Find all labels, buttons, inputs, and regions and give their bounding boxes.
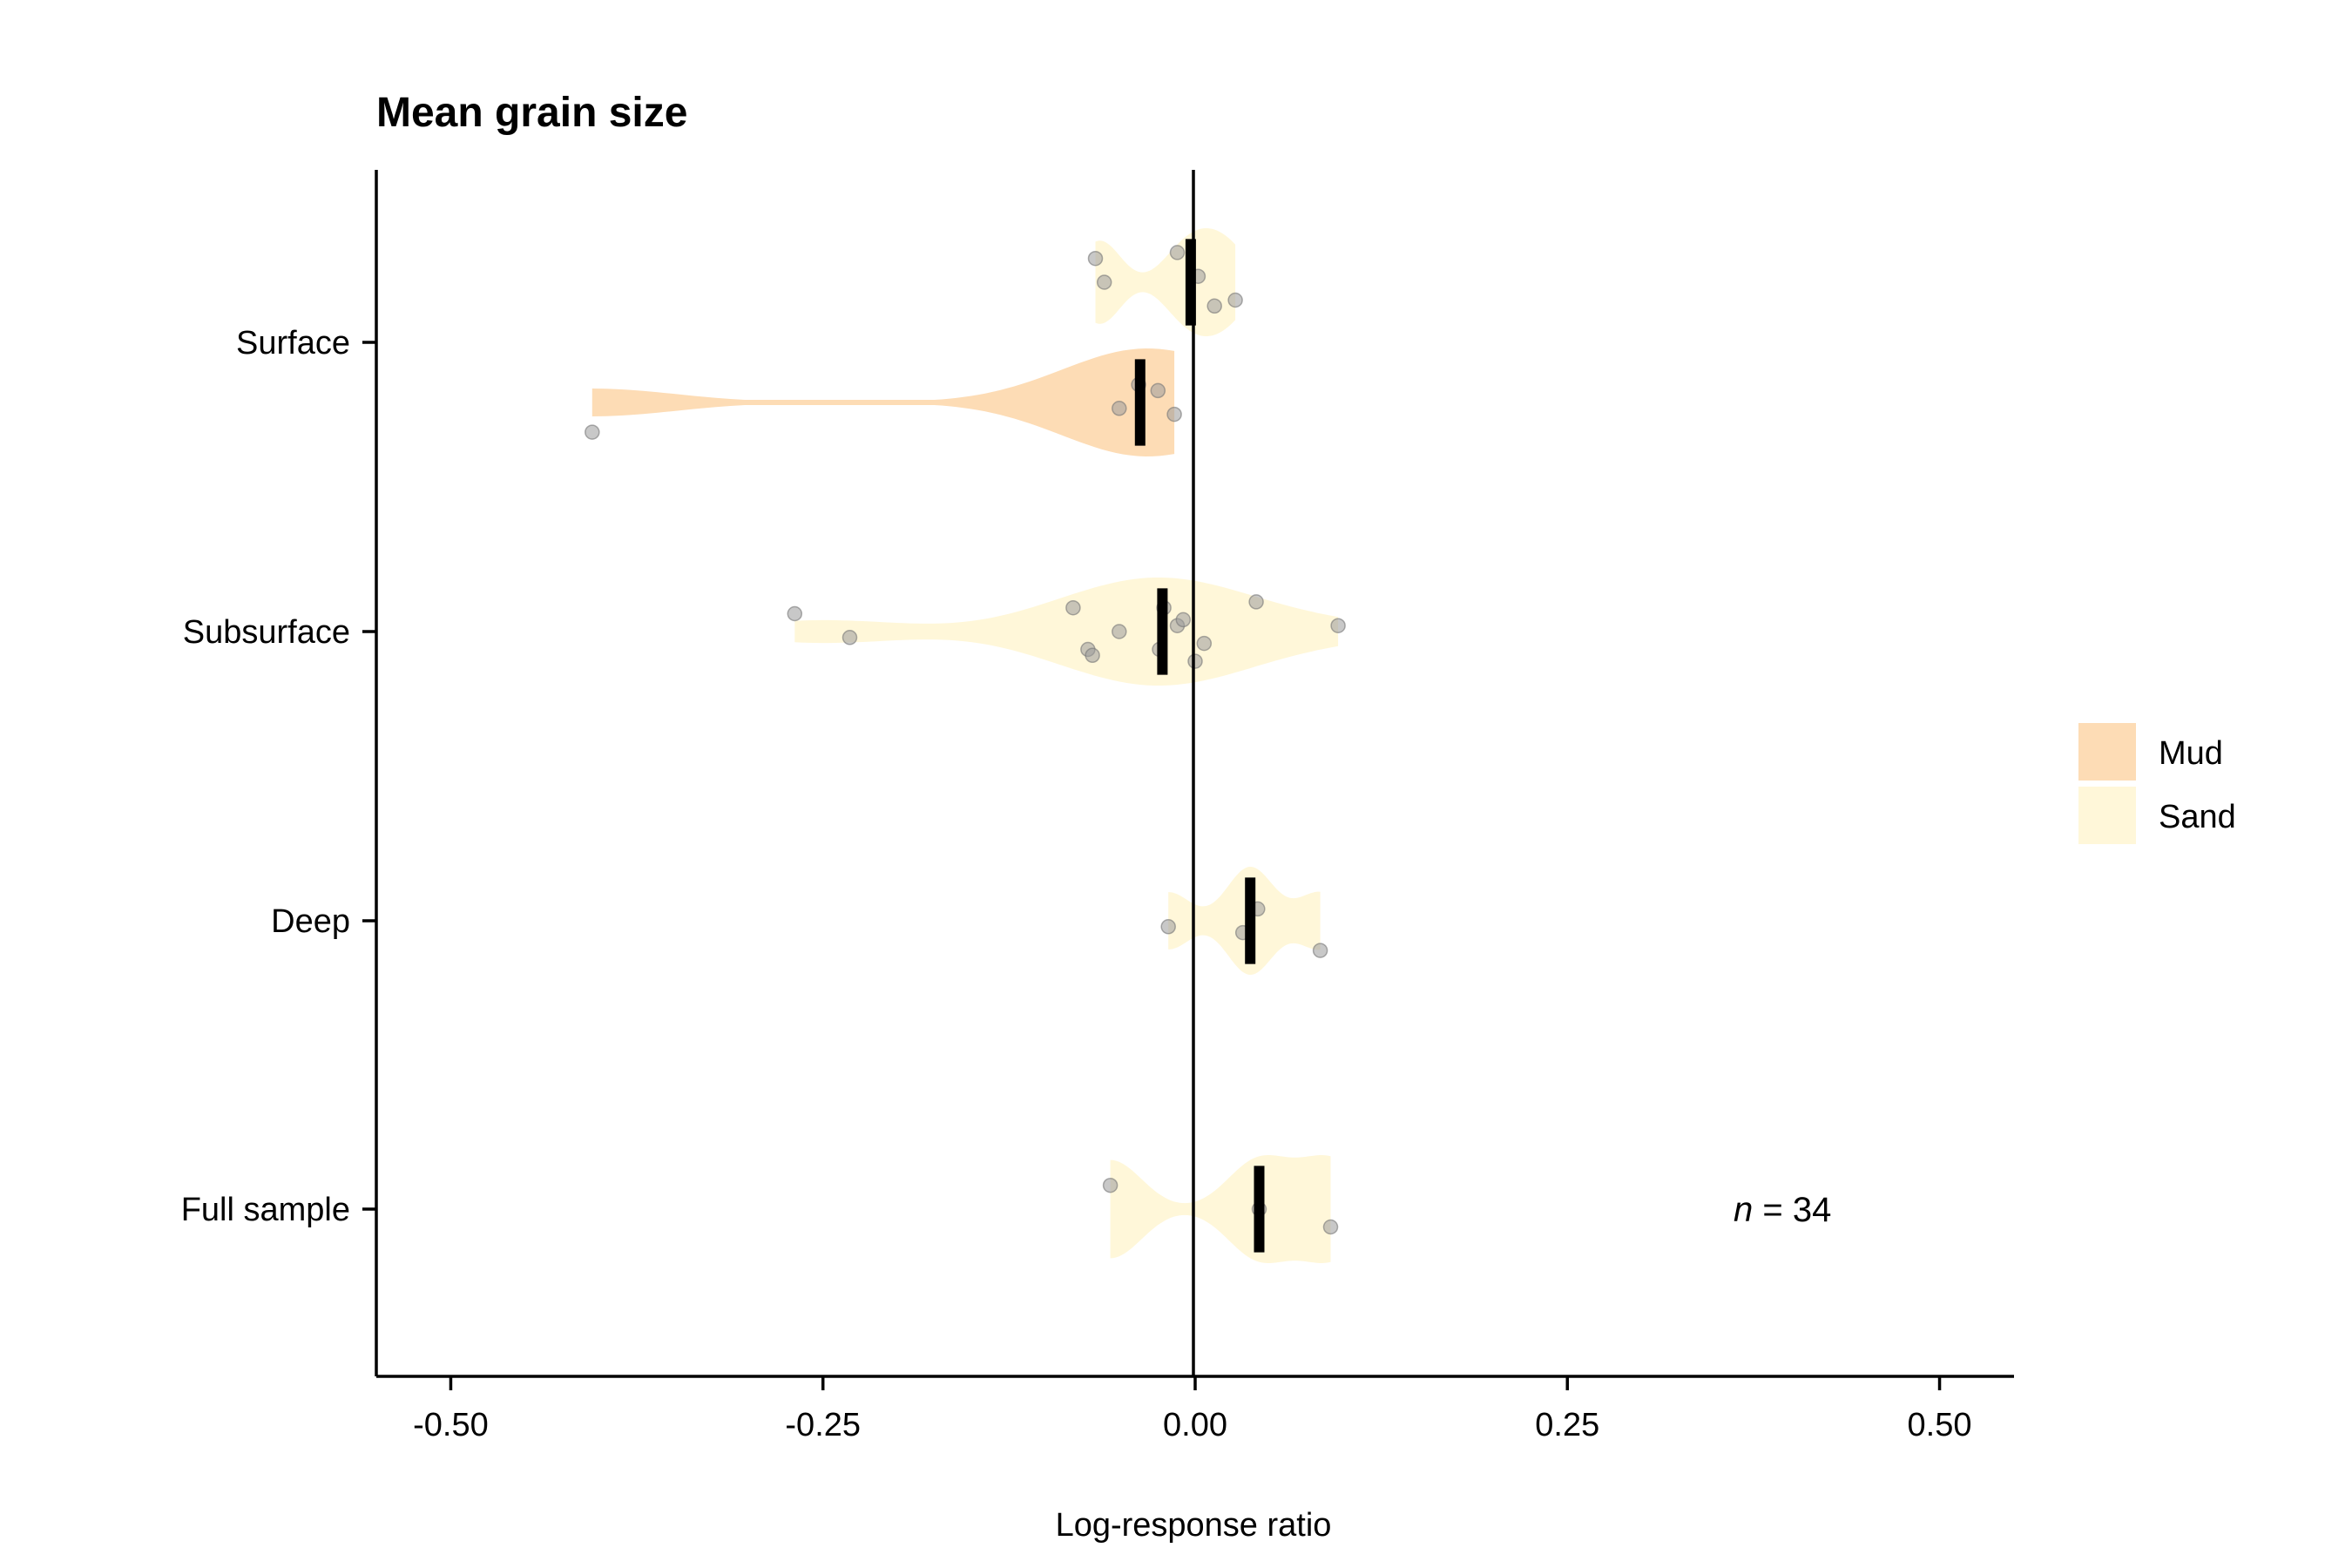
- y-tick-label: Full sample: [181, 1192, 350, 1228]
- data-point: [585, 424, 600, 440]
- point-layer: [585, 245, 1346, 1235]
- data-point: [1065, 599, 1081, 616]
- data-point: [1330, 618, 1346, 633]
- sample-size-value: = 34: [1753, 1191, 1831, 1229]
- data-point: [1096, 274, 1112, 290]
- violin-layer: [591, 228, 1339, 1263]
- x-tick-label: 0.00: [1163, 1407, 1227, 1443]
- x-axis-ticks: -0.50 -0.25 0.00 0.25 0.50: [413, 1376, 1972, 1443]
- data-point: [1196, 635, 1213, 652]
- legend-swatch-sand: [2078, 787, 2136, 844]
- sample-size-symbol: n: [1734, 1191, 1753, 1229]
- data-point: [1248, 594, 1264, 610]
- violin-subsurface-sand: [794, 578, 1339, 686]
- data-point: [1175, 612, 1192, 628]
- data-point: [1112, 624, 1127, 639]
- data-point: [1085, 647, 1100, 664]
- data-point: [1187, 653, 1203, 669]
- data-point: [1206, 298, 1222, 314]
- y-tick-label: Surface: [236, 325, 350, 362]
- data-point: [1160, 919, 1176, 935]
- data-point: [1227, 292, 1243, 308]
- data-point: [1166, 406, 1182, 422]
- y-tick-label: Subsurface: [183, 614, 350, 651]
- data-point: [1102, 1177, 1119, 1193]
- x-tick-label: 0.50: [1908, 1407, 1972, 1443]
- legend-label-mud: Mud: [2159, 735, 2223, 772]
- x-tick-label: -0.25: [785, 1407, 861, 1443]
- violin-surface-sand: [1095, 228, 1236, 336]
- violin-full-sample-sand: [1110, 1155, 1331, 1263]
- violin-surface-mud: [591, 348, 1175, 456]
- x-tick-label: -0.50: [413, 1407, 489, 1443]
- data-point: [841, 630, 858, 645]
- data-point: [1087, 250, 1104, 267]
- data-point: [1150, 382, 1166, 399]
- data-point: [1322, 1219, 1339, 1235]
- data-point: [1169, 245, 1186, 260]
- x-tick-label: 0.25: [1535, 1407, 1599, 1443]
- legend-label-sand: Sand: [2159, 799, 2236, 835]
- data-point: [787, 605, 803, 622]
- sample-size-annotation: n = 34: [1734, 1191, 1831, 1229]
- median-layer: [1134, 239, 1265, 1253]
- y-axis-ticks: Surface Subsurface Deep Full sample: [181, 325, 376, 1228]
- y-tick-label: Deep: [271, 903, 350, 940]
- x-axis-label: Log-response ratio: [1056, 1507, 1332, 1544]
- data-point: [1312, 943, 1328, 958]
- legend-swatch-mud: [2078, 723, 2136, 781]
- legend: Mud Sand: [2078, 723, 2236, 844]
- chart-title: Mean grain size: [376, 90, 687, 136]
- violin-deep-sand: [1168, 867, 1321, 975]
- data-point: [1112, 401, 1127, 416]
